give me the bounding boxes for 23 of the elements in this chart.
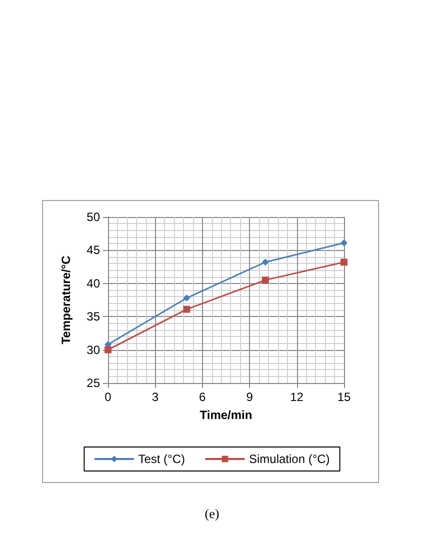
y-tick-label: 30 — [86, 342, 100, 357]
x-tick-label: 6 — [199, 390, 206, 404]
x-tick-label: 12 — [290, 390, 304, 404]
point — [183, 294, 190, 302]
y-axis-title: Temperature/°C — [59, 255, 73, 344]
x-tick-label: 9 — [246, 390, 254, 404]
x-axis-title: Time/min — [200, 408, 252, 422]
x-tick-label: 15 — [337, 390, 351, 404]
legend-label: Simulation (°C) — [248, 452, 330, 466]
x-tick-label: 0 — [104, 390, 112, 404]
point — [183, 306, 190, 313]
legend-label: Test (°C) — [138, 452, 186, 466]
y-tick-label: 25 — [86, 376, 100, 390]
text: (e) — [204, 506, 220, 521]
y-tick-label: 40 — [86, 276, 100, 290]
y-tick-label: 45 — [86, 243, 100, 258]
point — [262, 276, 269, 284]
point — [340, 258, 348, 266]
y-tick-label: 50 — [86, 210, 100, 224]
point — [262, 258, 269, 266]
x-tick-label: 3 — [152, 390, 159, 404]
y-tick-label: 35 — [86, 310, 100, 324]
point — [340, 239, 348, 246]
